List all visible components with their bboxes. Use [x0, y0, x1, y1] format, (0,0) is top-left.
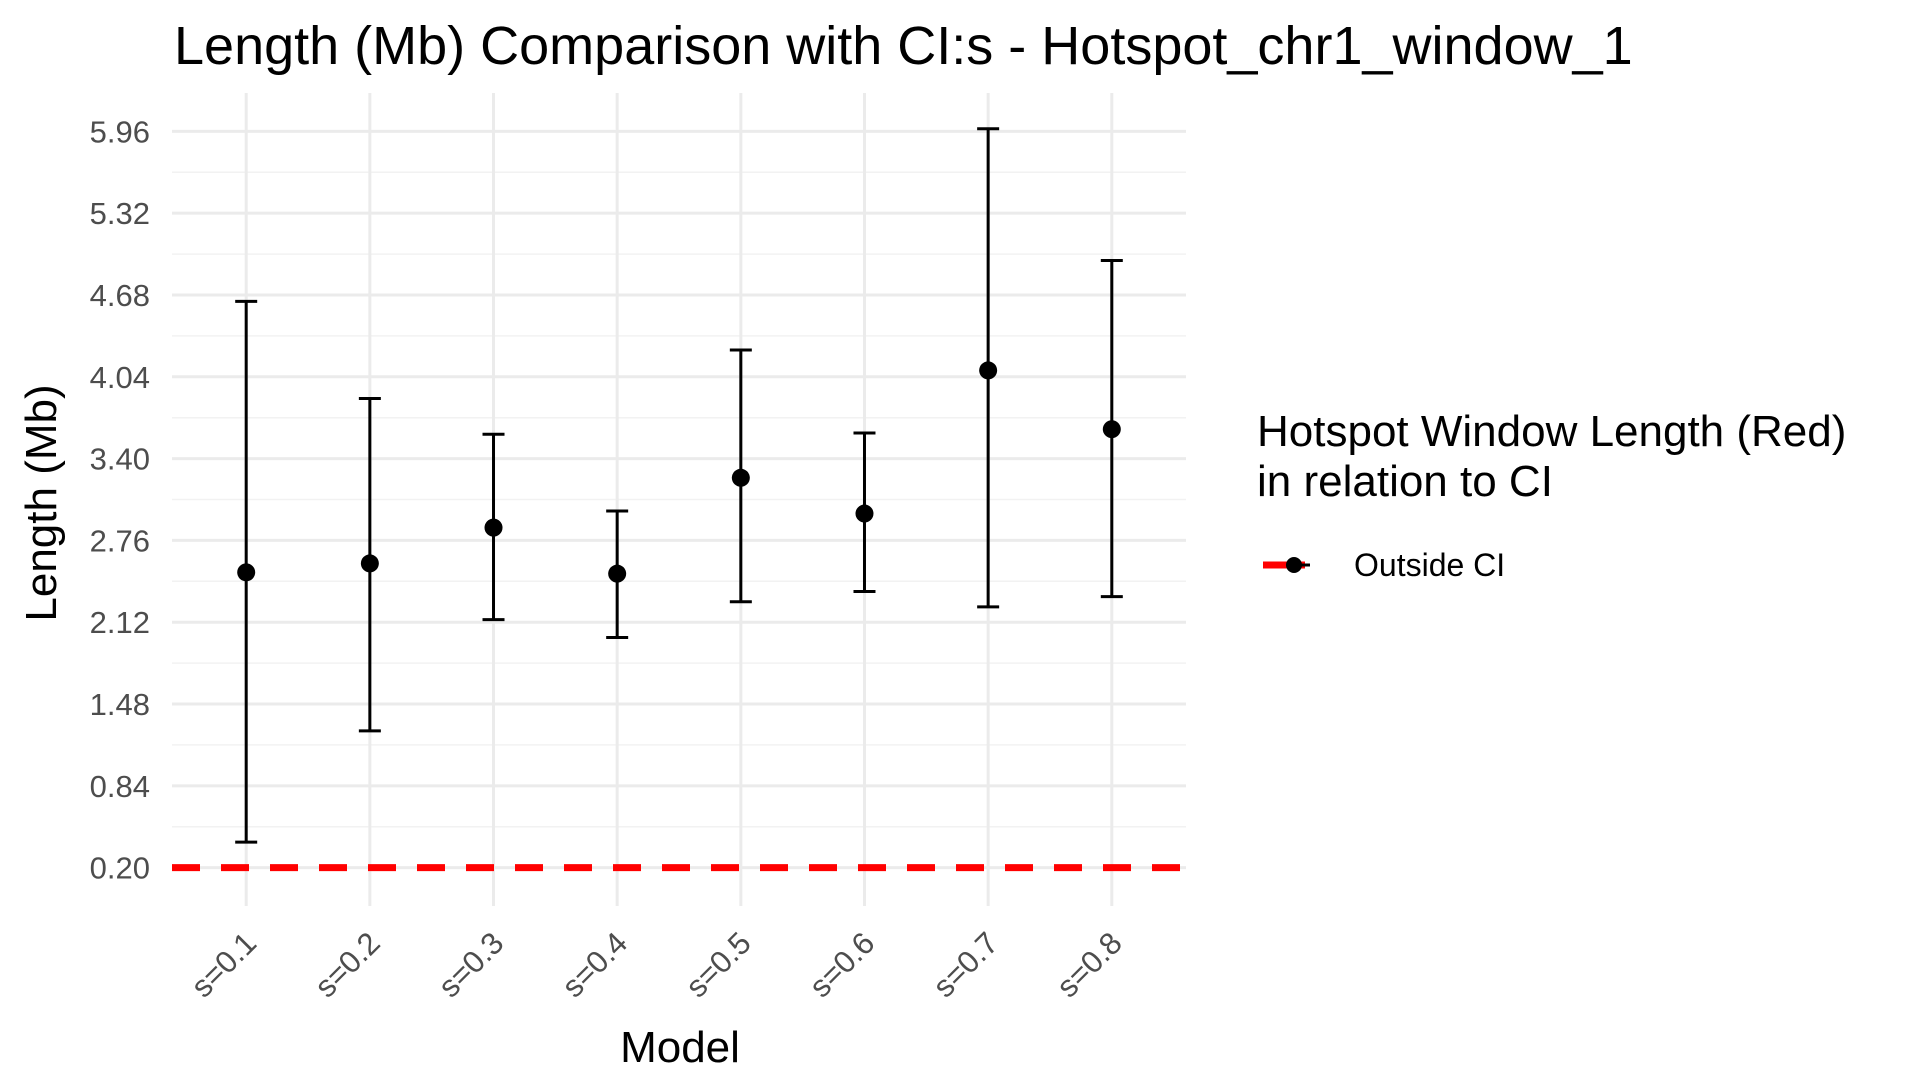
grid	[172, 93, 1186, 906]
y-tick-label: 4.04	[90, 360, 150, 395]
legend: Hotspot Window Length (Red) in relation …	[1257, 407, 1846, 583]
y-tick-label: 3.40	[90, 442, 150, 477]
data-point	[237, 563, 256, 582]
y-axis-title: Length (Mb)	[17, 384, 66, 621]
y-tick-label: 5.32	[90, 196, 150, 231]
y-tick-label: 0.84	[90, 769, 150, 804]
data-point	[484, 518, 503, 537]
legend-label-outside-ci: Outside CI	[1354, 547, 1505, 583]
y-tick-label: 1.48	[90, 687, 150, 722]
x-tick-label: s=0.4	[555, 925, 634, 1004]
x-tick-label: s=0.6	[802, 925, 881, 1004]
data-layer	[235, 127, 1123, 844]
data-point	[360, 554, 379, 573]
x-tick-label: s=0.3	[431, 925, 510, 1004]
x-tick-label: s=0.5	[679, 925, 758, 1004]
data-point	[608, 564, 627, 583]
chart-title: Length (Mb) Comparison with CI:s - Hotsp…	[174, 16, 1633, 76]
y-tick-label: 2.76	[90, 523, 150, 558]
y-tick-label: 2.12	[90, 605, 150, 640]
x-axis-title: Model	[620, 1023, 740, 1072]
x-tick-label: s=0.8	[1050, 925, 1129, 1004]
data-point	[979, 361, 998, 380]
data-point	[1102, 420, 1121, 439]
y-tick-label: 4.68	[90, 278, 150, 313]
legend-key-point	[1286, 557, 1302, 573]
legend-title-line1: Hotspot Window Length (Red)	[1257, 407, 1846, 456]
y-tick-label: 5.96	[90, 114, 150, 149]
legend-title-line2: in relation to CI	[1257, 457, 1553, 506]
data-point	[731, 468, 750, 487]
x-tick-label: s=0.7	[926, 925, 1005, 1004]
x-tick-label: s=0.2	[308, 925, 387, 1004]
y-tick-label: 0.20	[90, 851, 150, 886]
data-point	[855, 504, 874, 523]
x-tick-label: s=0.1	[184, 925, 263, 1004]
